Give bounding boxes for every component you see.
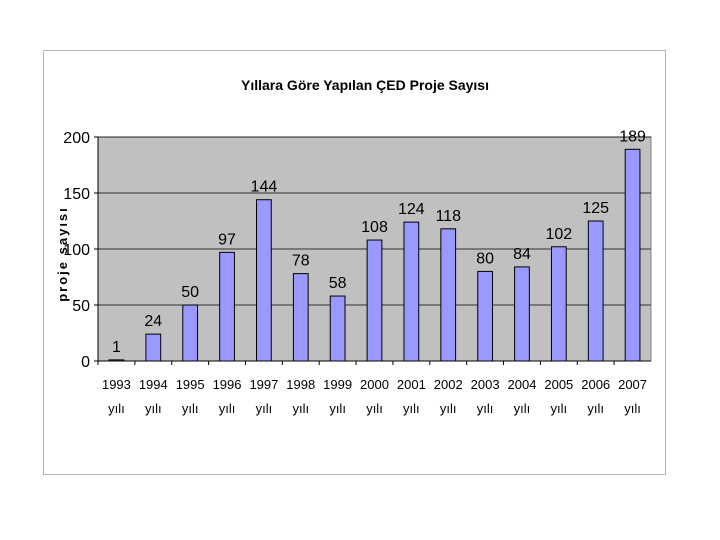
data-label: 80 bbox=[476, 250, 494, 267]
bar bbox=[292, 273, 309, 362]
y-tick-label: 200 bbox=[63, 130, 90, 147]
data-label: 78 bbox=[292, 253, 310, 270]
x-tick-label: 1999 bbox=[323, 377, 352, 392]
bar bbox=[514, 266, 530, 362]
x-tick-label: 1998 bbox=[286, 377, 315, 392]
x-tick-label-suffix: yılı bbox=[219, 401, 236, 416]
bar bbox=[329, 295, 346, 362]
x-tick-label-suffix: yılı bbox=[551, 401, 568, 416]
x-tick-label-suffix: yılı bbox=[329, 401, 346, 416]
data-label: 125 bbox=[582, 200, 609, 217]
data-label: 102 bbox=[545, 226, 572, 243]
x-tick-label-suffix: yılı bbox=[256, 401, 273, 416]
y-tick-label: 100 bbox=[63, 242, 90, 259]
x-tick-label-suffix: yılı bbox=[145, 401, 162, 416]
x-tick-label-suffix: yılı bbox=[587, 401, 604, 416]
x-tick-label: 2000 bbox=[360, 377, 389, 392]
bar bbox=[403, 221, 420, 362]
data-label: 24 bbox=[144, 313, 162, 330]
bar bbox=[587, 220, 604, 362]
bar bbox=[550, 246, 567, 362]
x-tick-label: 2005 bbox=[544, 377, 573, 392]
data-label: 1 bbox=[112, 339, 121, 356]
chart-title: Yıllara Göre Yapılan ÇED Proje Sayısı bbox=[241, 77, 489, 93]
bar bbox=[366, 239, 383, 362]
bar bbox=[219, 251, 235, 362]
x-tick-label: 2003 bbox=[471, 377, 500, 392]
x-tick-label-suffix: yılı bbox=[514, 401, 531, 416]
data-label: 189 bbox=[619, 128, 646, 145]
x-tick-label: 2007 bbox=[618, 377, 647, 392]
x-tick-label: 2002 bbox=[434, 377, 463, 392]
data-label: 84 bbox=[513, 246, 531, 263]
data-label: 118 bbox=[435, 208, 461, 225]
x-tick-label-suffix: yılı bbox=[292, 401, 309, 416]
bar bbox=[108, 359, 125, 362]
x-tick-label: 1995 bbox=[176, 377, 205, 392]
data-label: 144 bbox=[251, 179, 278, 196]
bar bbox=[256, 199, 272, 362]
data-label: 58 bbox=[329, 275, 347, 292]
x-tick-label-suffix: yılı bbox=[477, 401, 494, 416]
y-tick-label: 50 bbox=[72, 298, 90, 315]
x-tick-label: 2001 bbox=[397, 377, 426, 392]
x-tick-label-suffix: yılı bbox=[108, 401, 125, 416]
bar bbox=[182, 304, 199, 362]
x-tick-label: 2004 bbox=[508, 377, 537, 392]
bar bbox=[145, 333, 162, 362]
x-tick-label: 2006 bbox=[581, 377, 610, 392]
x-tick-label: 1996 bbox=[213, 377, 242, 392]
data-label: 50 bbox=[181, 284, 199, 301]
x-tick-label: 1994 bbox=[139, 377, 168, 392]
x-tick-label-suffix: yılı bbox=[624, 401, 641, 416]
x-tick-label-suffix: yılı bbox=[403, 401, 420, 416]
bar bbox=[477, 270, 493, 362]
data-label: 108 bbox=[361, 219, 388, 236]
chart-frame: Yıllara Göre Yapılan ÇED Proje Sayısı pr… bbox=[43, 50, 666, 475]
x-tick-label-suffix: yılı bbox=[182, 401, 199, 416]
bar-chart: Yıllara Göre Yapılan ÇED Proje Sayısı pr… bbox=[55, 77, 652, 416]
y-tick-label: 0 bbox=[81, 354, 90, 371]
y-axis-label: proje sayısı bbox=[55, 206, 70, 302]
bar bbox=[440, 228, 457, 362]
x-tick-label-suffix: yılı bbox=[366, 401, 383, 416]
y-tick-label: 150 bbox=[63, 186, 90, 203]
plot-area: 05010015020011993yılı241994yılı501995yıl… bbox=[63, 128, 652, 416]
bar bbox=[624, 148, 641, 362]
data-label: 97 bbox=[218, 231, 236, 248]
x-tick-label: 1997 bbox=[249, 377, 278, 392]
x-tick-label: 1993 bbox=[102, 377, 131, 392]
x-tick-label-suffix: yılı bbox=[440, 401, 457, 416]
data-label: 124 bbox=[398, 201, 425, 218]
